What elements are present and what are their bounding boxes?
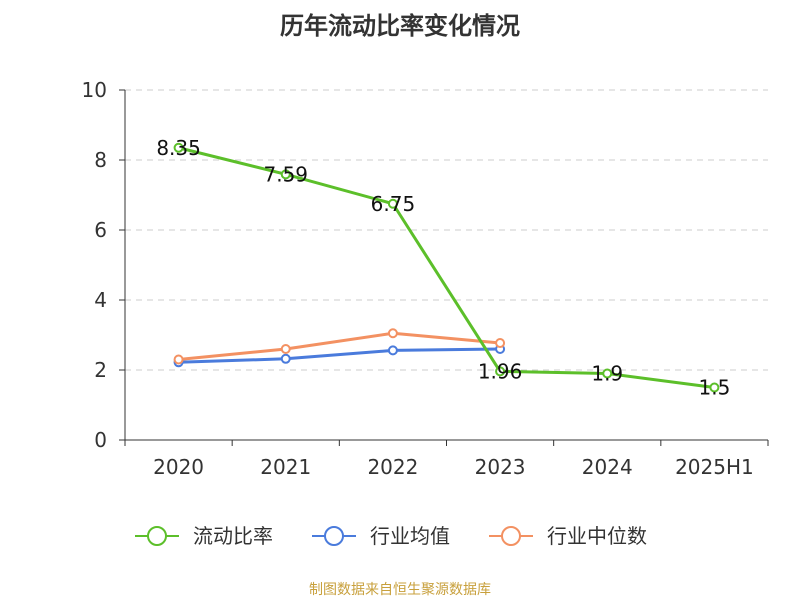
legend-label: 行业中位数 bbox=[547, 524, 647, 548]
data-point bbox=[709, 382, 720, 393]
legend-label: 流动比率 bbox=[193, 524, 273, 548]
y-tick-label: 2 bbox=[94, 358, 107, 382]
data-label: 1.96 bbox=[478, 359, 523, 383]
legend-item[interactable]: 行业均值 bbox=[312, 524, 450, 548]
x-tick-label: 2025H1 bbox=[675, 455, 754, 479]
data-point bbox=[387, 198, 398, 209]
x-tick-label: 2024 bbox=[582, 455, 633, 479]
data-point bbox=[387, 345, 398, 356]
legend-swatch-marker bbox=[501, 526, 521, 546]
x-tick-label: 2022 bbox=[367, 455, 418, 479]
data-point bbox=[602, 368, 613, 379]
data-label: 6.75 bbox=[371, 192, 416, 216]
data-labels: 8.35 7.59 6.75 1.96 1.9 1.5 bbox=[156, 136, 730, 400]
data-point bbox=[387, 328, 398, 339]
data-point bbox=[173, 354, 184, 365]
x-tick-label: 2023 bbox=[475, 455, 526, 479]
data-point bbox=[280, 344, 291, 354]
chart-title: 历年流动比率变化情况 bbox=[280, 12, 520, 40]
data-label: 7.59 bbox=[263, 162, 308, 186]
y-tick-label: 0 bbox=[94, 428, 107, 452]
series-line bbox=[178, 146, 715, 389]
y-tick-label: 4 bbox=[94, 288, 107, 312]
series-line bbox=[178, 347, 501, 364]
data-label: 1.9 bbox=[591, 362, 623, 386]
data-point bbox=[173, 142, 184, 153]
x-tick-label: 2021 bbox=[260, 455, 311, 479]
y-tick-label: 8 bbox=[94, 148, 107, 172]
axes: 0 2 4 6 8 10 2020 2021 2022 2023 2024 2025H1 bbox=[82, 78, 769, 479]
data-point bbox=[280, 169, 291, 180]
data-point bbox=[495, 366, 506, 377]
legend[interactable]: 流动比率 行业均值 行业中位数 bbox=[135, 524, 647, 548]
legend-label: 行业均值 bbox=[370, 524, 450, 548]
y-tick-label: 6 bbox=[94, 218, 107, 242]
data-point bbox=[280, 353, 291, 364]
legend-swatch-marker bbox=[147, 526, 167, 546]
x-tick-label: 2020 bbox=[153, 455, 204, 479]
legend-item[interactable]: 行业中位数 bbox=[489, 524, 647, 548]
data-label: 8.35 bbox=[156, 136, 201, 160]
legend-swatch-marker bbox=[324, 526, 344, 546]
series-line bbox=[178, 331, 501, 361]
y-tick-label: 10 bbox=[82, 78, 107, 102]
series bbox=[173, 142, 720, 393]
data-point bbox=[495, 338, 506, 349]
data-label: 1.5 bbox=[699, 376, 731, 400]
source-note: 制图数据来自恒生聚源数据库 bbox=[309, 582, 491, 598]
grid bbox=[125, 89, 768, 371]
legend-item[interactable]: 流动比率 bbox=[135, 524, 273, 548]
